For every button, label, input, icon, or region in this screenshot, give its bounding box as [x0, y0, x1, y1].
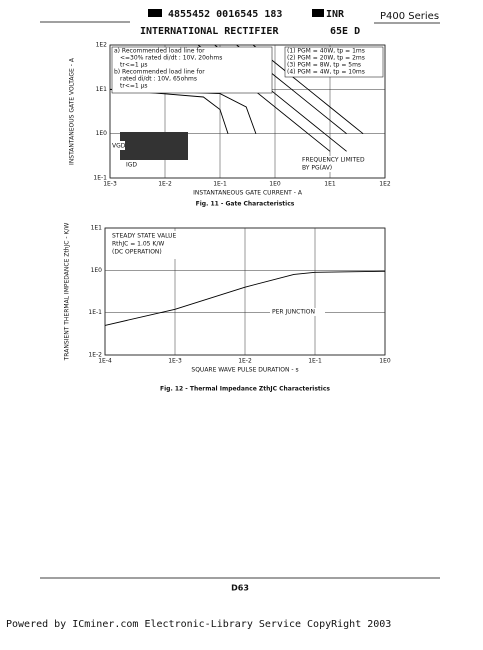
- hatched-region: [120, 132, 188, 160]
- block: [148, 9, 162, 17]
- x-axis-label: INSTANTANEOUS GATE CURRENT - A: [193, 190, 303, 197]
- x-axis-label: SQUARE WAVE PULSE DURATION - s: [191, 367, 298, 374]
- y-tick-label: 1E1: [96, 86, 108, 93]
- annotation: STEADY STATE VALUE: [112, 233, 177, 240]
- company: INTERNATIONAL RECTIFIER: [140, 26, 279, 37]
- annotation: (3) PGM = 8W, tp = 5ms: [287, 62, 361, 69]
- y-tick-label: 1E-2: [88, 352, 102, 359]
- y-tick-label: 1E-1: [93, 175, 107, 182]
- x-tick-label: 1E-2: [238, 358, 252, 365]
- annotation: rated di/dt : 10V, 65ohms: [120, 76, 197, 83]
- annotation: a) Recommended load line for: [114, 48, 205, 55]
- label-bg: [111, 141, 125, 150]
- annotation: FREQUENCY LIMITED: [302, 157, 365, 164]
- annotation: RthJC = 1.05 K/W: [112, 241, 164, 248]
- chart-title: Fig. 11 - Gate Characteristics: [196, 201, 295, 208]
- annotation: (2) PGM = 20W, tp = 2ms: [287, 55, 365, 62]
- y-axis-label: INSTANTANEOUS GATE VOLTAGE - A: [69, 57, 76, 165]
- label-bg: [270, 308, 325, 316]
- y-tick-label: 1E2: [96, 42, 108, 49]
- brand: INR: [326, 9, 345, 20]
- block: [312, 9, 324, 17]
- x-tick-label: 1E2: [379, 181, 391, 188]
- annotation: IGD: [126, 162, 137, 169]
- series: P400 Series: [380, 11, 439, 22]
- x-tick-label: 1E-4: [98, 358, 112, 365]
- chart-title: Fig. 12 - Thermal Impedance ZthJC Charac…: [160, 386, 330, 393]
- label-bg: [110, 231, 188, 259]
- annotation: PER JUNCTION: [272, 309, 315, 316]
- annotation: (4) PGM = 4W, tp = 10ms: [287, 69, 365, 76]
- annotation: tr<=1 µs: [120, 62, 148, 69]
- x-tick-label: 1E-1: [213, 181, 227, 188]
- y-tick-label: 1E-1: [88, 309, 102, 316]
- credit: Powered by ICminer.com Electronic-Librar…: [6, 619, 391, 630]
- annotation: b) Recommended load line for: [114, 69, 205, 76]
- annotation: BY PG(AV): [302, 165, 332, 172]
- x-tick-label: 1E-3: [168, 358, 182, 365]
- annotation: tr<=1 µs: [120, 83, 148, 90]
- annotation: (1) PGM = 40W, tp = 1ms: [287, 48, 365, 55]
- x-tick-label: 1E-3: [103, 181, 117, 188]
- x-tick-label: 1E0: [269, 181, 281, 188]
- series-line: [109, 88, 257, 134]
- y-tick-label: 1E0: [96, 130, 108, 137]
- annotation: VGD: [112, 143, 126, 150]
- page-number: D63: [231, 584, 249, 593]
- note-box: [111, 46, 273, 94]
- label-bg: [124, 161, 138, 169]
- x-tick-label: 1E0: [379, 358, 391, 365]
- x-tick-label: 1E-2: [158, 181, 172, 188]
- annotation: (DC OPERATION): [112, 249, 162, 256]
- x-tick-label: 1E-1: [308, 358, 322, 365]
- label-bg: [300, 156, 380, 172]
- annotation: <=30% rated di/dt : 10V, 20ohms: [120, 55, 222, 62]
- y-axis-label: TRANSIENT THERMAL IMPEDANCE ZthJC - K/W: [64, 223, 71, 362]
- x-tick-label: 1E1: [324, 181, 336, 188]
- code: 4855452 0016545 183: [168, 9, 282, 20]
- series-line: [109, 88, 229, 134]
- note-box: [284, 46, 384, 78]
- y-tick-label: 1E1: [91, 225, 103, 232]
- series-line: [104, 270, 386, 326]
- ref: 65E D: [330, 26, 360, 37]
- y-tick-label: 1E0: [91, 267, 103, 274]
